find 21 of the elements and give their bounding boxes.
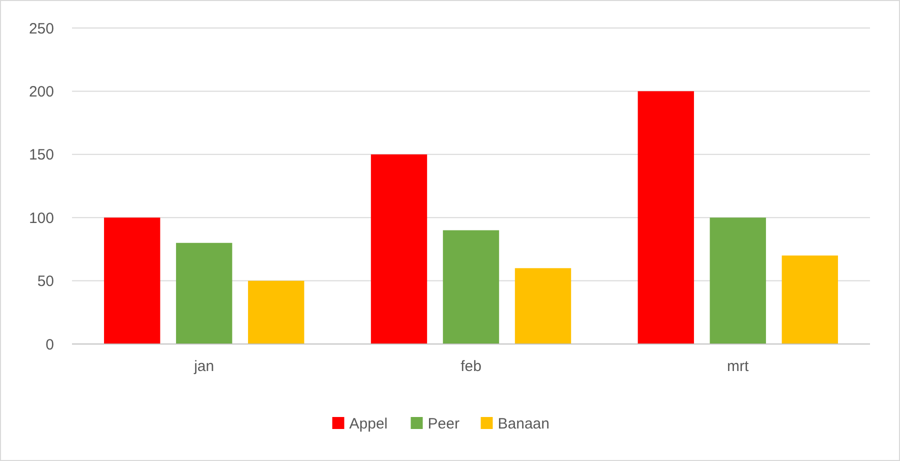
y-tick-label: 250 (28, 20, 54, 38)
legend-label: Appel (349, 415, 388, 432)
y-tick-label: 200 (28, 83, 54, 100)
bar (782, 256, 838, 344)
x-tick-label: feb (460, 358, 482, 375)
x-tick-label: mrt (727, 358, 750, 375)
bar (176, 242, 232, 344)
x-tick-label: jan (193, 358, 214, 375)
bar (442, 230, 500, 344)
bar (514, 268, 572, 344)
y-tick-label: 50 (37, 273, 54, 290)
y-tick-label: 150 (28, 146, 54, 164)
legend-label: Banaan (498, 415, 550, 432)
y-tick-label: 0 (46, 336, 54, 354)
bar (248, 280, 304, 344)
y-tick-label: 100 (28, 210, 54, 227)
bar (638, 91, 694, 344)
bar (710, 218, 766, 344)
legend-label: Peer (428, 415, 460, 432)
bar (104, 218, 160, 344)
bar (370, 154, 428, 344)
